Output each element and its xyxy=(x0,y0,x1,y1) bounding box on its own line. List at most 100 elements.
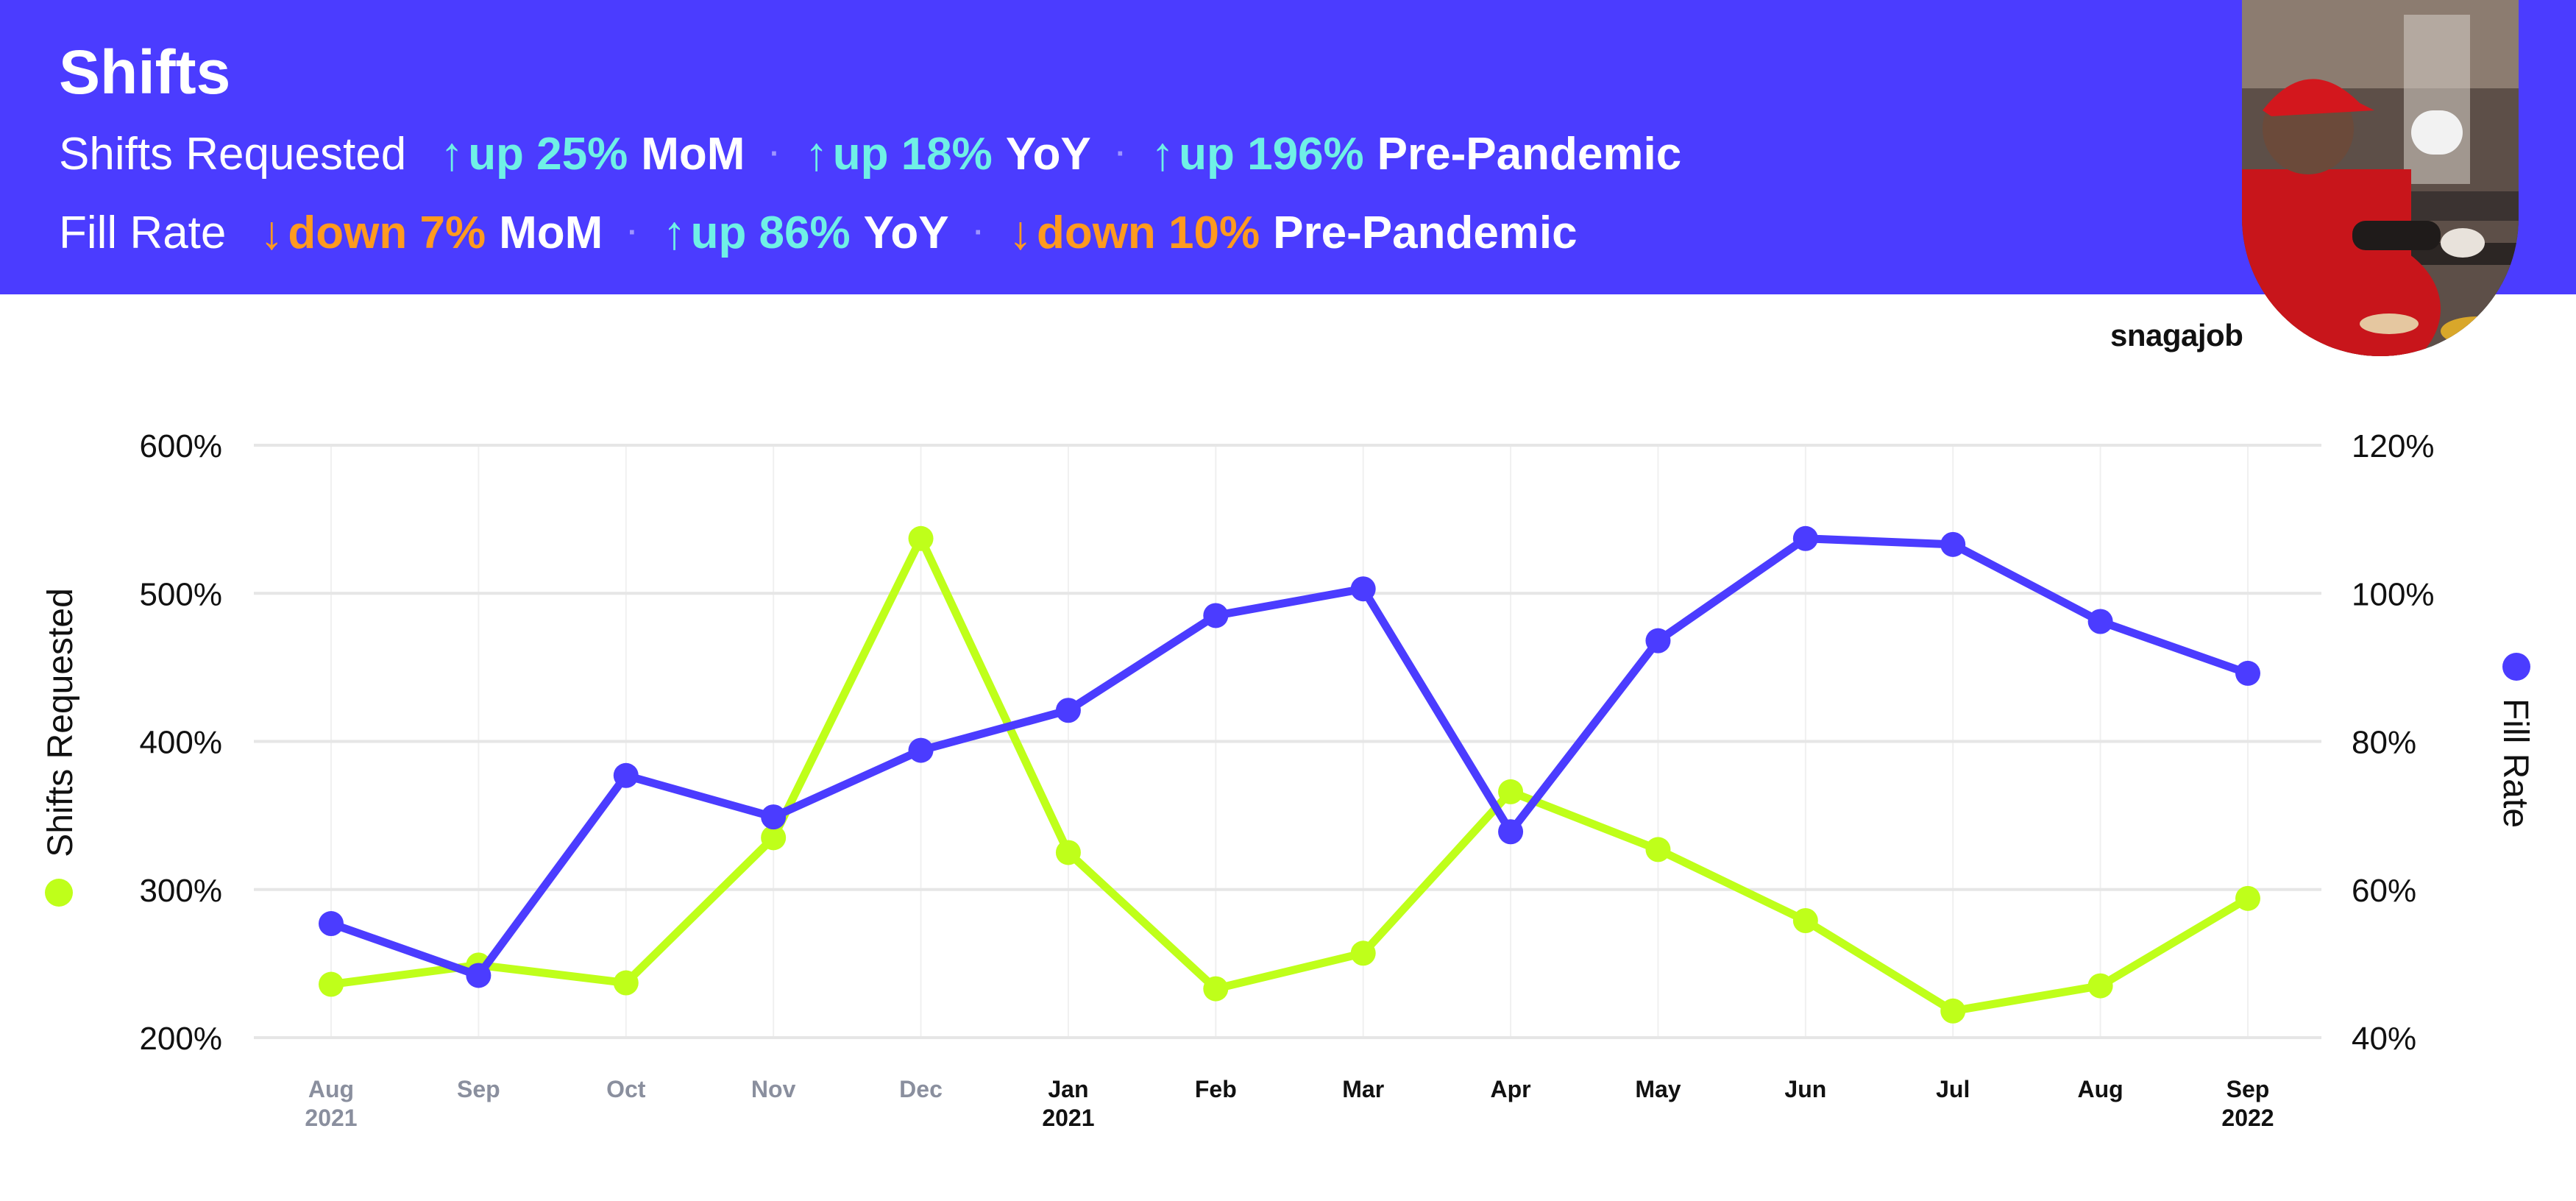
y-left-tick-label: 400% xyxy=(139,725,222,761)
stat-value: up 196% xyxy=(1179,128,1364,180)
shifts-requested-legend-dot xyxy=(45,879,73,907)
shifts-requested-point xyxy=(1055,840,1081,865)
series xyxy=(319,525,2260,1024)
stat-pre-pandemic: ↑ up 196% Pre-Pandemic xyxy=(1151,127,1681,181)
y-right-tick-label: 60% xyxy=(2352,873,2416,909)
shifts-requested-point xyxy=(2235,885,2260,911)
y-left-tick-label: 300% xyxy=(139,873,222,909)
stat-value: up 18% xyxy=(832,128,993,180)
axis-ticks: 200% 40% 300% 60% 400% 80% 500% 100% 600% 120% Aug… xyxy=(139,428,2434,1131)
fill-rate-point xyxy=(466,963,492,988)
fill-rate-stats: Fill Rate ↓ down 7% MoM · ↑ up 86% YoY ·… xyxy=(59,199,1578,266)
fill-rate-point xyxy=(1940,531,1966,557)
y-right-tick-label: 80% xyxy=(2352,725,2416,761)
up-arrow-icon: ↑ xyxy=(804,127,828,180)
shifts-requested-point xyxy=(1940,998,1966,1024)
shifts-requested-point xyxy=(1792,908,1818,934)
shifts-requested-point xyxy=(2087,973,2113,999)
y-left-tick-label: 200% xyxy=(139,1021,222,1057)
down-arrow-icon: ↓ xyxy=(1008,206,1032,259)
x-tick-label: Jul xyxy=(1936,1076,1970,1102)
stat-mom: ↓ down 7% MoM xyxy=(260,205,603,260)
shifts-requested-line xyxy=(327,534,2252,1016)
y-right-axis-title: Fill Rate xyxy=(2496,698,2535,828)
y-left-tick-label: 600% xyxy=(139,428,222,464)
shifts-requested-point xyxy=(1350,940,1376,966)
separator: · xyxy=(1115,137,1126,170)
x-tick-label: Sep xyxy=(2226,1076,2270,1102)
fill-rate-point xyxy=(1055,698,1081,723)
x-tick-label: Aug xyxy=(308,1076,354,1102)
x-tick-label: Jun xyxy=(1784,1076,1826,1102)
stat-unit: Pre-Pandemic xyxy=(1273,207,1578,258)
fill-rate-point xyxy=(1645,628,1671,653)
shifts-requested-stats: Shifts Requested ↑ up 25% MoM · ↑ up 18%… xyxy=(59,121,1681,187)
stat-pre-pandemic: ↓ down 10% Pre-Pandemic xyxy=(1009,205,1578,260)
y-right-tick-label: 120% xyxy=(2352,428,2435,464)
x-tick-year-label: 2021 xyxy=(305,1105,357,1131)
x-tick-label: Oct xyxy=(606,1076,646,1102)
fill-rate-point xyxy=(2235,660,2260,686)
up-arrow-icon: ↑ xyxy=(1151,127,1175,180)
x-tick-label: Apr xyxy=(1491,1076,1531,1102)
page-title: Shifts xyxy=(59,38,231,107)
x-tick-label: Dec xyxy=(899,1076,943,1102)
shifts-requested-point xyxy=(613,970,639,996)
fill-rate-point xyxy=(1350,576,1376,602)
shifts-requested-point xyxy=(319,971,344,997)
stat-value: down 7% xyxy=(288,207,486,258)
stat-yoy: ↑ up 18% YoY xyxy=(805,127,1091,181)
stat-unit: YoY xyxy=(1005,128,1091,180)
fill-rate-point xyxy=(319,911,344,937)
stat-value: up 86% xyxy=(690,207,851,258)
stat-value: down 10% xyxy=(1036,207,1260,258)
fill-rate-point xyxy=(1498,819,1524,845)
fill-rate-point xyxy=(2087,609,2113,634)
stat-unit: Pre-Pandemic xyxy=(1377,128,1682,180)
separator: · xyxy=(973,216,984,249)
shifts-requested-point xyxy=(1498,779,1524,804)
stat-value: up 25% xyxy=(468,128,628,180)
separator: · xyxy=(770,137,780,170)
x-tick-year-label: 2022 xyxy=(2221,1105,2274,1131)
fill-rate-point xyxy=(761,804,787,830)
brand-logo: snagajob xyxy=(2110,318,2243,352)
stat-unit: MoM xyxy=(641,128,745,180)
separator: · xyxy=(628,216,638,249)
x-tick-label: Nov xyxy=(751,1076,796,1102)
x-tick-label: Sep xyxy=(457,1076,500,1102)
fill-rate-point xyxy=(1792,525,1818,551)
y-right-tick-label: 40% xyxy=(2352,1021,2416,1057)
up-arrow-icon: ↑ xyxy=(662,206,686,259)
fill-rate-point xyxy=(908,737,934,763)
fill-rate-point xyxy=(1203,603,1229,628)
shifts-requested-point xyxy=(1203,976,1229,1002)
stat-unit: MoM xyxy=(499,207,603,258)
x-tick-label: May xyxy=(1635,1076,1681,1102)
stat-row-label: Fill Rate xyxy=(59,207,227,258)
stat-yoy: ↑ up 86% YoY xyxy=(663,205,949,260)
x-tick-label: Feb xyxy=(1195,1076,1237,1102)
axis-titles: Shifts Requested Fill Rate xyxy=(41,588,2535,907)
x-tick-label: Mar xyxy=(1342,1076,1384,1102)
stat-mom: ↑ up 25% MoM xyxy=(440,127,745,181)
x-tick-label: Jan xyxy=(1048,1076,1088,1102)
header-banner: Shifts Shifts Requested ↑ up 25% MoM · ↑… xyxy=(0,0,2576,294)
x-tick-label: Aug xyxy=(2078,1076,2123,1102)
shifts-requested-point xyxy=(1645,837,1671,862)
fill-rate-line xyxy=(327,534,2252,979)
shifts-requested-point xyxy=(761,825,787,851)
grid xyxy=(254,444,2321,1039)
shifts-requested-point xyxy=(908,525,934,551)
stat-unit: YoY xyxy=(863,207,949,258)
stat-row-label: Shifts Requested xyxy=(59,128,407,180)
down-arrow-icon: ↓ xyxy=(260,206,284,259)
y-left-tick-label: 500% xyxy=(139,576,222,612)
up-arrow-icon: ↑ xyxy=(440,127,464,180)
y-left-axis-title: Shifts Requested xyxy=(41,588,80,857)
fill-rate-legend-dot xyxy=(2502,653,2530,681)
fill-rate-point xyxy=(613,762,639,788)
y-right-tick-label: 100% xyxy=(2352,576,2435,612)
x-tick-year-label: 2021 xyxy=(1042,1105,1094,1131)
